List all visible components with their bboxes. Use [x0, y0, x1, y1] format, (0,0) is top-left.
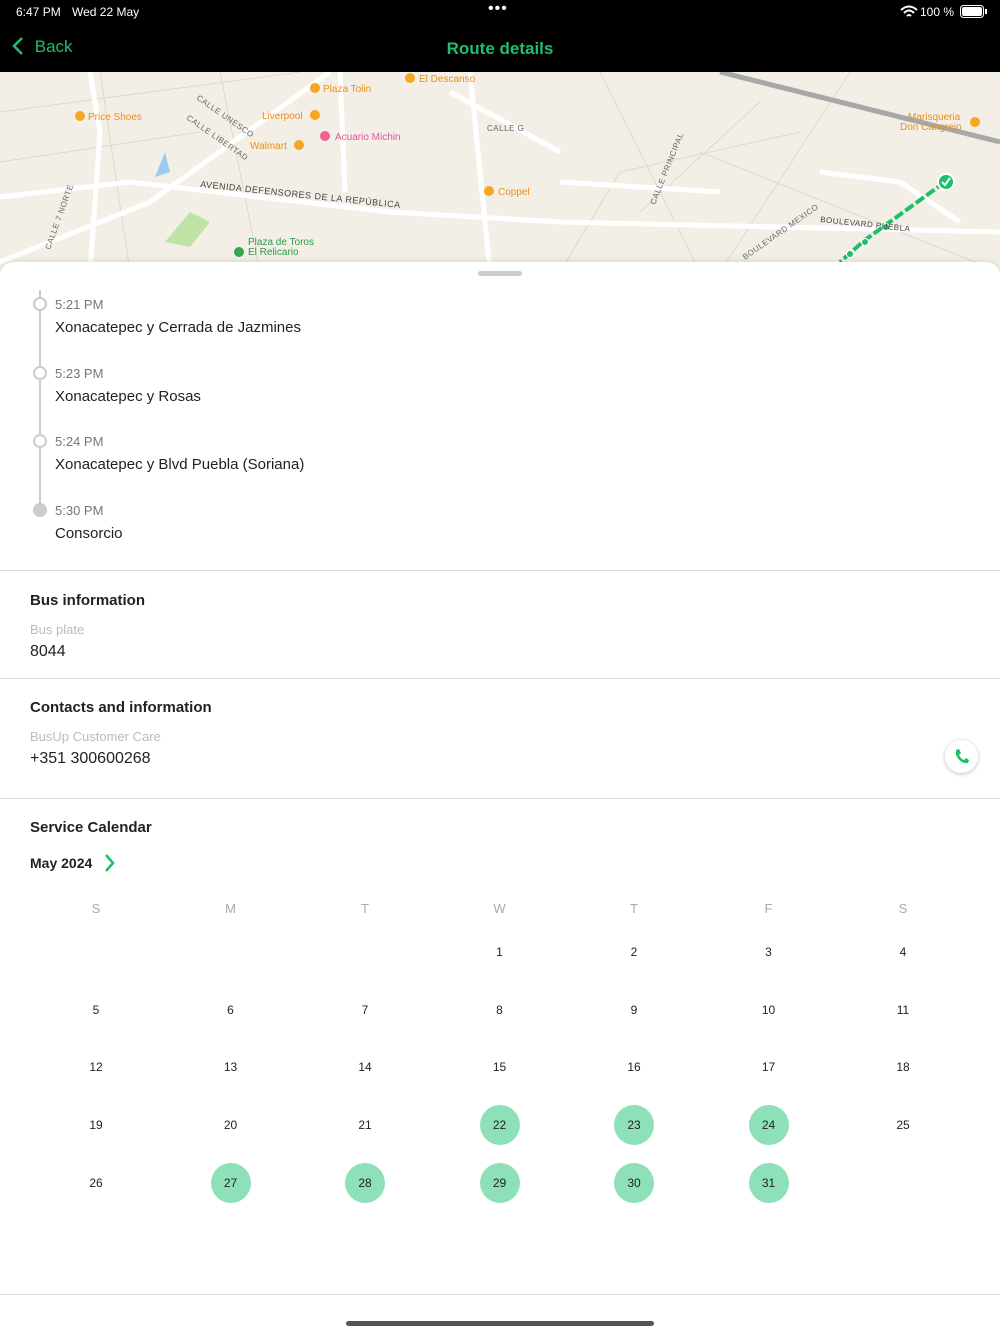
calendar-day[interactable]: 14 — [358, 1060, 372, 1075]
calendar-day[interactable]: 20 — [223, 1118, 238, 1133]
multitask-dots: ••• — [488, 0, 508, 17]
next-month-button[interactable] — [104, 854, 116, 872]
section-title: Contacts and information — [30, 699, 212, 716]
divider — [0, 678, 1000, 679]
map: Price Shoes Liverpool Plaza Tolin El Des… — [0, 72, 1000, 272]
calendar-day[interactable]: 4 — [899, 945, 907, 959]
service-day[interactable]: 23 — [614, 1105, 654, 1146]
calendar-day[interactable]: 25 — [896, 1118, 910, 1133]
stop-name: Xonacatepec y Blvd Puebla (Soriana) — [55, 456, 305, 473]
weekday-label: S — [91, 901, 101, 916]
field-value: +351 300600268 — [30, 750, 151, 767]
section-title: Service Calendar — [30, 819, 152, 836]
divider — [0, 798, 1000, 799]
calendar-day[interactable]: 16 — [627, 1060, 641, 1075]
street-label: CALLE G — [487, 124, 524, 133]
stop-marker — [33, 365, 47, 380]
calendar-day[interactable]: 26 — [89, 1175, 103, 1190]
weekday-label: T — [361, 901, 369, 916]
stop-name: Consorcio — [55, 524, 123, 542]
calendar-day[interactable]: 17 — [761, 1060, 776, 1075]
stop-time: 5:30 PM — [55, 502, 104, 518]
map-label: El Descanso — [419, 74, 476, 85]
calendar-month: May 2024 — [30, 855, 93, 871]
sheet-handle[interactable] — [478, 271, 522, 276]
stop-time: 5:21 PM — [55, 297, 104, 312]
stop-name: Xonacatepec y Cerrada de Jazmines — [55, 319, 301, 336]
map-label: Don Cangrejo — [900, 122, 962, 133]
stop-marker — [33, 502, 47, 517]
map-label: Liverpool — [262, 111, 303, 122]
weekday-label: M — [225, 901, 236, 916]
calendar-day[interactable]: 12 — [89, 1060, 103, 1075]
stop-marker — [33, 434, 47, 448]
calendar-day[interactable]: 5 — [92, 1002, 100, 1017]
field-label: BusUp Customer Care — [30, 729, 161, 744]
battery-level: 100 % — [920, 5, 955, 19]
field-label: Bus plate — [30, 622, 85, 637]
weekday-label: T — [630, 901, 638, 916]
calendar-day[interactable]: 9 — [630, 1002, 638, 1017]
calendar-day[interactable]: 18 — [896, 1060, 910, 1075]
battery-icon — [960, 5, 987, 18]
field-value: 8044 — [30, 643, 66, 660]
service-day[interactable]: 24 — [748, 1105, 789, 1146]
service-day[interactable]: 28 — [345, 1162, 385, 1203]
back-chevron — [12, 37, 23, 55]
stop-time: 5:23 PM — [55, 365, 104, 381]
stop-time: 5:24 PM — [55, 434, 104, 449]
map-label: El Relicario — [248, 247, 299, 258]
calendar-day[interactable]: 21 — [358, 1118, 372, 1133]
calendar-day[interactable]: 10 — [761, 1002, 776, 1017]
calendar-day[interactable]: 3 — [765, 945, 772, 959]
nav-title: Route details — [446, 39, 554, 58]
call-button[interactable] — [945, 740, 978, 773]
map-label: Walmart — [250, 141, 287, 152]
weekday-label: F — [764, 901, 773, 916]
map-label: Plaza de Toros — [248, 237, 314, 248]
top-bar: 6:47 PM Wed 22 May ••• 100 % Back Route … — [0, 0, 1000, 72]
timeline-line — [39, 290, 41, 510]
map-label: Marisqueria — [908, 112, 961, 123]
service-day[interactable]: 22 — [479, 1105, 520, 1146]
map-label: Coppel — [498, 187, 530, 198]
status-time: 6:47 PM — [16, 5, 61, 19]
calendar-day[interactable]: 7 — [361, 1002, 369, 1017]
calendar-day[interactable]: 1 — [496, 945, 503, 959]
back-button[interactable]: Back — [12, 37, 73, 57]
map-label: Acuario Michin — [335, 132, 401, 143]
calendar-day[interactable]: 15 — [492, 1060, 507, 1075]
calendar-day[interactable]: 8 — [496, 1002, 503, 1017]
divider — [0, 1294, 1000, 1295]
weekday-label: S — [898, 901, 908, 916]
calendar-day[interactable]: 19 — [89, 1118, 103, 1133]
map-label: Plaza Tolin — [323, 84, 371, 95]
calendar-day[interactable]: 11 — [896, 1002, 910, 1017]
status-date: Wed 22 May — [72, 5, 140, 19]
service-day[interactable]: 30 — [614, 1162, 654, 1203]
service-day[interactable]: 29 — [479, 1162, 520, 1203]
calendar-day[interactable]: 2 — [630, 945, 638, 959]
calendar-day[interactable]: 6 — [227, 1002, 234, 1017]
phone-icon — [956, 749, 969, 764]
service-day[interactable]: 31 — [748, 1162, 789, 1203]
wifi-icon — [900, 5, 918, 17]
divider — [0, 570, 1000, 571]
back-label: Back — [34, 37, 73, 56]
weekday-label: W — [493, 901, 506, 916]
section-title: Bus information — [30, 592, 145, 609]
stop-name: Xonacatepec y Rosas — [55, 387, 201, 405]
calendar-day[interactable]: 13 — [223, 1060, 238, 1075]
service-day[interactable]: 27 — [210, 1162, 251, 1203]
home-indicator — [346, 1321, 654, 1326]
stop-marker — [33, 297, 47, 311]
map-label: Price Shoes — [88, 112, 142, 123]
